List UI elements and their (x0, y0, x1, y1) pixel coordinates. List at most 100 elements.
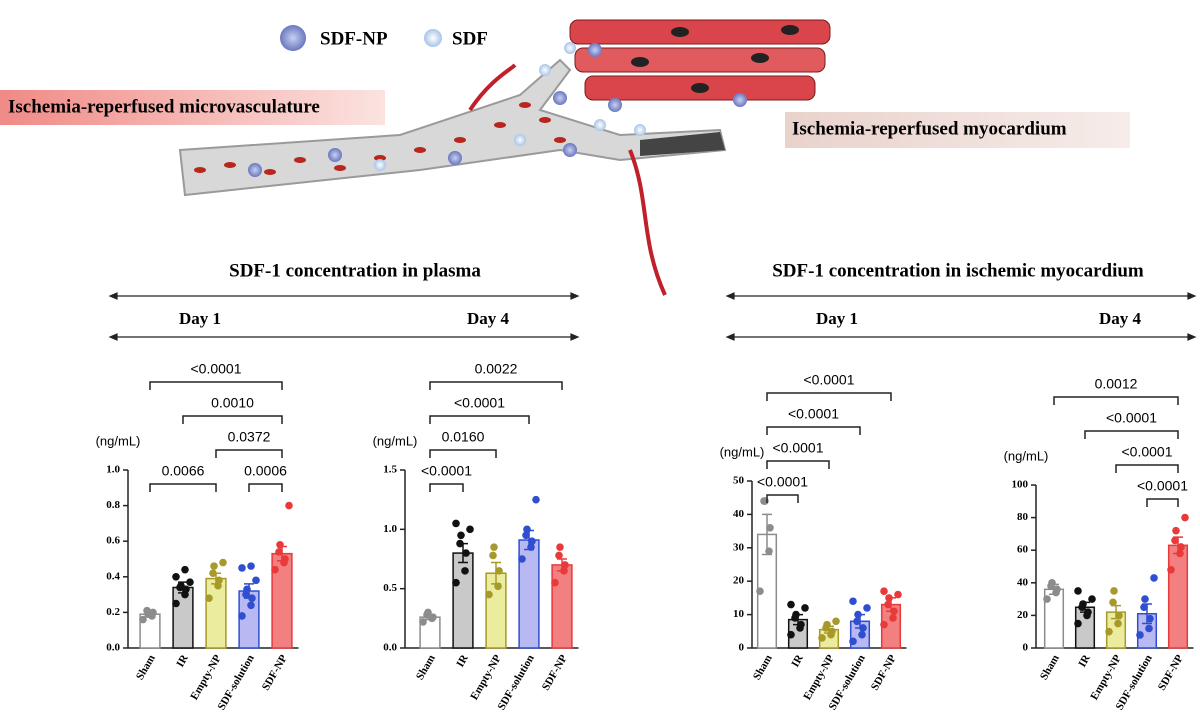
y-axis-label: (ng/mL) (96, 433, 141, 448)
x-tick-label: Sham (1038, 653, 1062, 682)
significance-bracket (149, 381, 283, 390)
data-point (281, 555, 289, 563)
chart-title: Day 1 (179, 309, 221, 328)
p-value-label: <0.0001 (773, 440, 824, 456)
data-point (523, 525, 531, 534)
data-point (859, 624, 867, 632)
significance-bracket (429, 415, 530, 424)
p-value-label: <0.0001 (1137, 478, 1188, 494)
data-point (863, 604, 871, 612)
data-point (1167, 565, 1175, 574)
data-point (1176, 549, 1184, 558)
data-point (243, 585, 251, 594)
data-point (419, 618, 427, 626)
p-value-label: 0.0160 (442, 429, 485, 445)
y-tick-label: 0.2 (106, 606, 120, 618)
data-point (238, 612, 246, 620)
bar (205, 577, 227, 649)
data-point (885, 594, 893, 602)
data-point (1088, 595, 1096, 603)
data-point (797, 620, 805, 629)
y-tick-label: 0.0 (106, 642, 120, 654)
x-tick-label: IR (1076, 652, 1093, 670)
data-point (172, 573, 180, 581)
p-value-label: 0.0012 (1095, 376, 1138, 392)
significance-bracket (766, 460, 830, 469)
data-point (489, 551, 497, 560)
p-value-label: <0.0001 (191, 361, 242, 377)
chart-title: Day 4 (1099, 309, 1142, 328)
data-point (1145, 624, 1153, 633)
significance-bracket (248, 483, 283, 492)
y-tick-label: 20 (733, 575, 745, 587)
data-point (527, 543, 535, 551)
data-point (787, 630, 795, 639)
data-point (215, 576, 223, 585)
data-point (1084, 608, 1092, 616)
data-point (528, 537, 536, 545)
x-tick-label: IR (454, 652, 471, 670)
illustration-label: Ischemia-reperfused microvasculature (8, 96, 320, 117)
data-point (889, 614, 897, 622)
data-point (832, 617, 840, 626)
red-cells (194, 102, 566, 175)
data-point (271, 565, 279, 574)
x-tick-label: Sham (134, 653, 158, 682)
data-point (756, 587, 764, 596)
y-tick-label: 50 (733, 475, 745, 487)
section-title: SDF-1 concentration in plasma (229, 260, 481, 281)
legend-swatch-np (280, 25, 306, 51)
data-point (890, 607, 898, 616)
p-value-label: <0.0001 (1122, 444, 1173, 460)
data-point (219, 558, 227, 567)
bar (551, 564, 573, 649)
p-value-label: <0.0001 (1106, 410, 1157, 426)
data-point (462, 549, 470, 557)
p-value-label: <0.0001 (788, 406, 839, 422)
myocardium (569, 19, 831, 101)
data-point (452, 578, 460, 587)
data-point (452, 519, 460, 528)
data-point (275, 548, 283, 556)
x-tick-label: Empty-NP (468, 653, 504, 703)
data-point (560, 567, 568, 575)
data-point (1109, 598, 1117, 607)
p-value-label: <0.0001 (757, 474, 808, 490)
x-tick-label: SDF-NP (540, 653, 570, 693)
capillary (468, 63, 517, 112)
data-point (177, 581, 185, 590)
x-tick-label: SDF-NP (869, 653, 899, 693)
data-point (1053, 585, 1061, 594)
x-tick-label: SDF-NP (1156, 653, 1186, 693)
data-point (252, 576, 260, 585)
data-point (555, 551, 563, 560)
data-point (247, 601, 255, 610)
arrows (108, 292, 1197, 341)
data-point (485, 590, 493, 599)
y-tick-label: 0.8 (106, 499, 120, 511)
data-point (1110, 587, 1118, 595)
data-point (456, 539, 464, 548)
x-tick-label: IR (174, 652, 191, 670)
y-axis-label: (ng/mL) (373, 433, 418, 448)
data-point (495, 567, 503, 575)
p-value-label: 0.0372 (228, 429, 271, 445)
data-point (1181, 513, 1189, 522)
data-point (828, 627, 836, 636)
y-axis-label: (ng/mL) (720, 444, 765, 459)
y-tick-label: 40 (733, 508, 745, 520)
data-point (1172, 526, 1180, 535)
x-tick-label: Sham (414, 653, 438, 682)
data-point (1177, 543, 1185, 551)
y-axis-label: (ng/mL) (1004, 448, 1049, 463)
data-point (1048, 579, 1056, 587)
y-tick-label: 40 (1017, 576, 1029, 588)
p-value-label: <0.0001 (454, 395, 505, 411)
data-point (880, 620, 888, 629)
data-point (1146, 614, 1154, 623)
data-point (285, 501, 293, 510)
data-point (205, 594, 213, 602)
y-tick-label: 0.0 (383, 642, 397, 654)
data-point (787, 600, 795, 609)
